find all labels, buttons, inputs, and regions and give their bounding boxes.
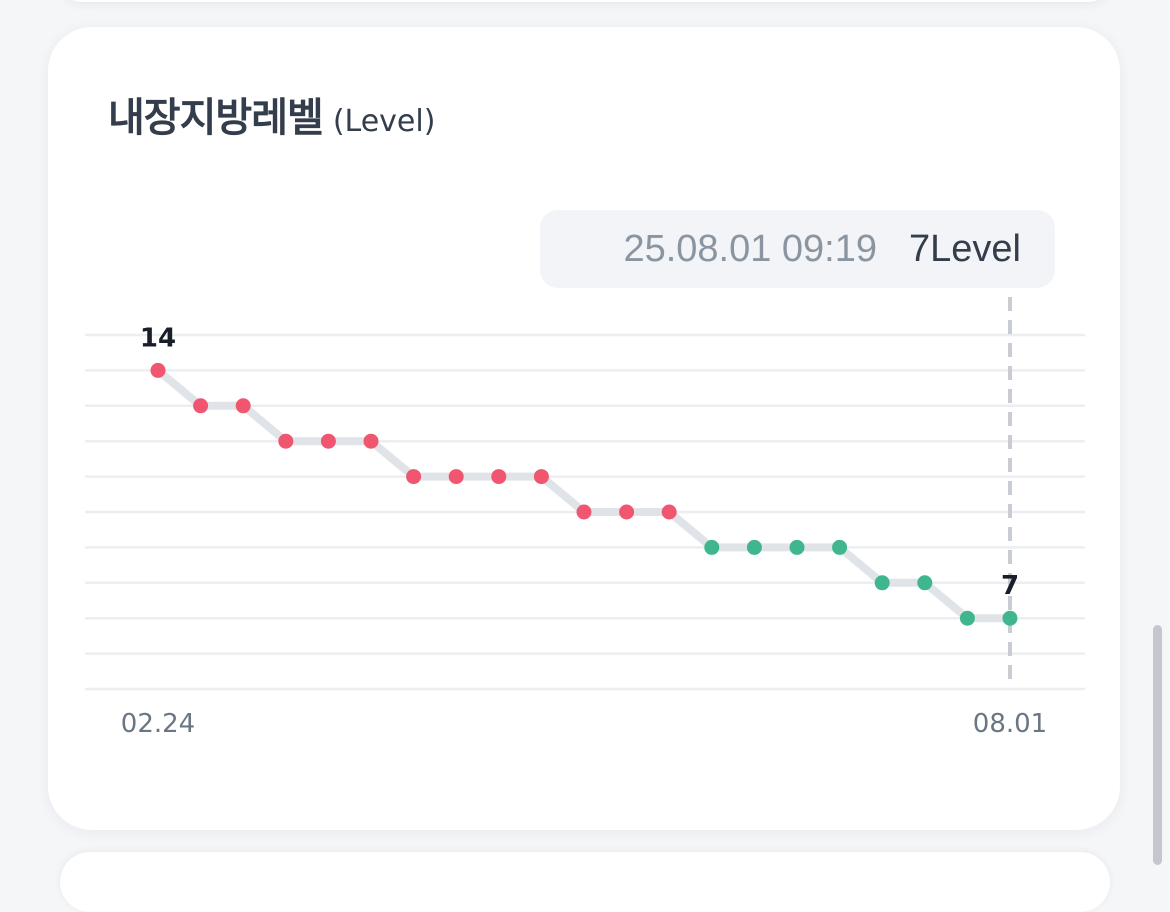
card-title-unit: (Level)	[332, 104, 436, 139]
data-point[interactable]	[959, 610, 975, 626]
data-point[interactable]	[448, 469, 464, 485]
data-point[interactable]	[576, 504, 592, 520]
data-point[interactable]	[533, 469, 549, 485]
tooltip-value: 7Level	[909, 227, 1021, 270]
data-point[interactable]	[746, 539, 762, 555]
data-point[interactable]	[363, 433, 379, 449]
data-point[interactable]	[832, 539, 848, 555]
data-label: 14	[140, 323, 176, 353]
next-card	[60, 852, 1110, 912]
data-point[interactable]	[661, 504, 677, 520]
visceral-fat-level-card[interactable]: 내장지방레벨 (Level) 25.08.01 09:19 7Level 14 7…	[48, 27, 1120, 830]
data-point[interactable]	[278, 433, 294, 449]
data-point[interactable]	[320, 433, 336, 449]
card-title-text: 내장지방레벨	[108, 95, 324, 141]
tooltip-datetime: 25.08.01 09:19	[623, 227, 878, 270]
scrollbar[interactable]	[1153, 625, 1162, 865]
data-point[interactable]	[619, 504, 635, 520]
data-point[interactable]	[1002, 610, 1018, 626]
data-point[interactable]	[917, 575, 933, 591]
data-point[interactable]	[193, 398, 209, 414]
data-point[interactable]	[704, 539, 720, 555]
data-point[interactable]	[406, 469, 422, 485]
data-point[interactable]	[235, 398, 251, 414]
data-point[interactable]	[150, 362, 166, 378]
data-label: 7	[1001, 571, 1019, 601]
data-point[interactable]	[491, 469, 507, 485]
data-point[interactable]	[874, 575, 890, 591]
selected-point-tooltip: 25.08.01 09:19 7Level	[540, 210, 1055, 288]
level-line-chart[interactable]: 14 7 02.24 08.01	[48, 27, 1120, 830]
previous-card	[60, 0, 1110, 2]
x-axis-label-end: 08.01	[973, 709, 1047, 739]
card-title: 내장지방레벨 (Level)	[108, 85, 435, 143]
x-axis-label-start: 02.24	[121, 709, 195, 739]
data-point[interactable]	[789, 539, 805, 555]
